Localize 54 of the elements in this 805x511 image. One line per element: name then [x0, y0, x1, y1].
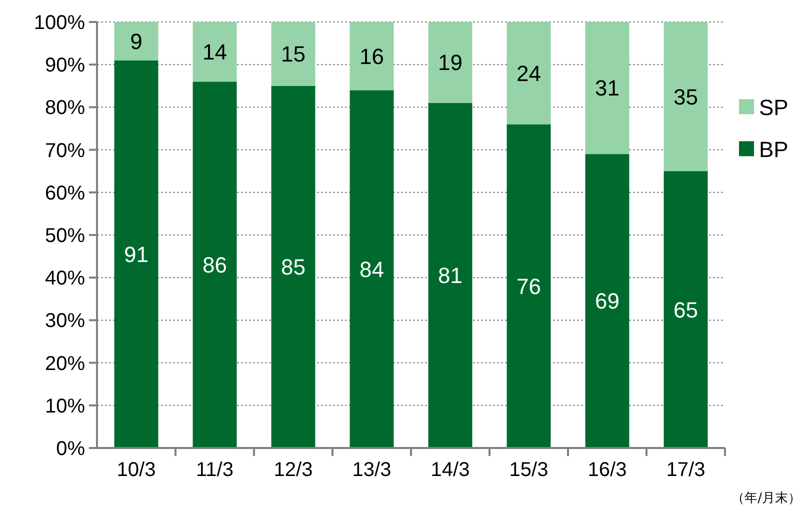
x-tick-label: 13/3 [352, 459, 392, 481]
data-label: 91 [124, 242, 148, 267]
bar [271, 86, 316, 448]
bar [192, 82, 237, 448]
data-label: 31 [595, 76, 620, 101]
bar [428, 102, 472, 448]
bar [192, 22, 237, 82]
data-label: 81 [438, 263, 462, 288]
x-tick-label: 15/3 [509, 459, 548, 481]
data-label: 16 [360, 44, 384, 69]
y-tick-label: 10% [44, 395, 86, 418]
y-tick-label: 70% [44, 140, 86, 162]
bar [506, 22, 551, 124]
data-label: 19 [438, 50, 462, 76]
data-label: 76 [516, 274, 541, 299]
data-label: 24 [516, 60, 541, 86]
data-label: 14 [202, 40, 227, 65]
data-label: 86 [202, 252, 227, 278]
x-tick-label: 12/3 [274, 459, 313, 481]
bar [350, 22, 394, 90]
data-label: 69 [595, 288, 620, 314]
data-label: 85 [281, 254, 306, 280]
y-tick-label: 20% [44, 352, 86, 375]
y-tick-label: 100% [34, 12, 86, 34]
y-tick-label: 30% [44, 310, 86, 332]
bar [114, 22, 158, 60]
x-tick-label: 17/3 [666, 459, 706, 481]
x-tick-label: 11/3 [196, 459, 234, 481]
bar [506, 124, 551, 448]
data-label: 65 [674, 297, 698, 322]
bar [271, 22, 316, 86]
y-tick-label: 80% [44, 97, 86, 120]
bar [350, 90, 394, 448]
legend-label: BP [759, 136, 788, 162]
data-label: 84 [360, 256, 384, 282]
y-tick-label: 50% [44, 225, 86, 247]
y-tick-label: 90% [44, 54, 86, 77]
data-label: 35 [674, 84, 698, 110]
legend-label: SP [759, 94, 788, 120]
text: （年/月末） [732, 491, 801, 506]
bar [664, 171, 708, 448]
data-label: 9 [130, 28, 142, 54]
y-tick-label: 60% [44, 182, 86, 204]
data-label: 15 [281, 42, 306, 67]
bar [428, 22, 472, 103]
bar [585, 154, 630, 448]
bar [585, 22, 630, 154]
x-tick-label: 14/3 [430, 459, 470, 481]
x-tick-label: 10/3 [116, 459, 156, 481]
y-tick-label: 0% [56, 438, 86, 460]
x-tick-label: 16/3 [588, 459, 627, 481]
bar [114, 60, 158, 448]
bar [664, 22, 708, 172]
y-tick-label: 40% [44, 268, 86, 290]
